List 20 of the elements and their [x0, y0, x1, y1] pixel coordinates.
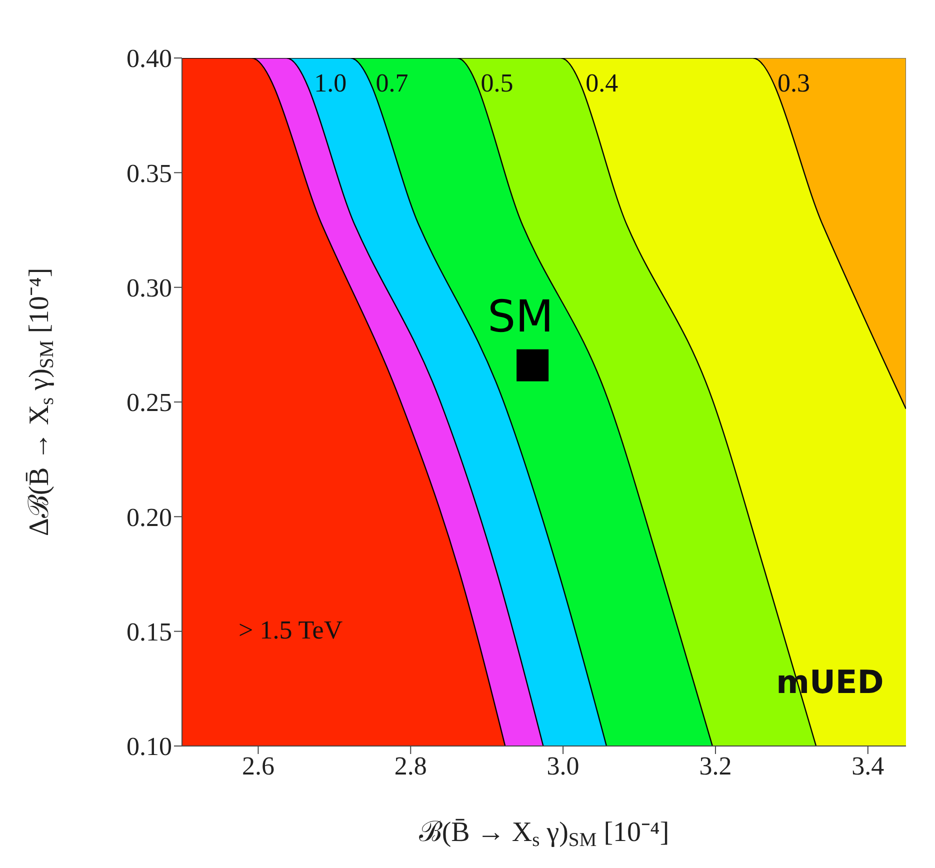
series-label: SM: [488, 291, 554, 342]
y-tick-label: 0.40: [126, 44, 172, 74]
x-tick-label: 2.6: [242, 751, 274, 780]
y-tick-label: 0.30: [126, 274, 172, 303]
annotation: 0.7: [376, 68, 408, 98]
y-tick-label: 0.25: [126, 388, 172, 418]
x-axis-title: ℬ(B̄ → X$_{s}$γ)$_{SM}$ [10⁻⁴]: [418, 817, 670, 851]
y-tick-label: 0.10: [126, 732, 172, 762]
x-tick-label: 3.2: [699, 751, 732, 780]
x-tick-label: 2.8: [394, 751, 427, 780]
annotation: 0.4: [586, 68, 618, 98]
annotation: 1.0: [314, 68, 347, 98]
x-tick-label: 3.4: [852, 751, 884, 780]
annotation: > 1.5 TeV: [238, 615, 343, 644]
annotation: 0.5: [480, 68, 514, 98]
x-tick-label: 3.0: [546, 751, 580, 780]
y-tick-label: 0.15: [126, 618, 172, 647]
y-tick-label: 0.20: [126, 502, 172, 532]
annotation: 0.3: [778, 68, 810, 98]
y-tick-label: 0.35: [126, 158, 172, 188]
